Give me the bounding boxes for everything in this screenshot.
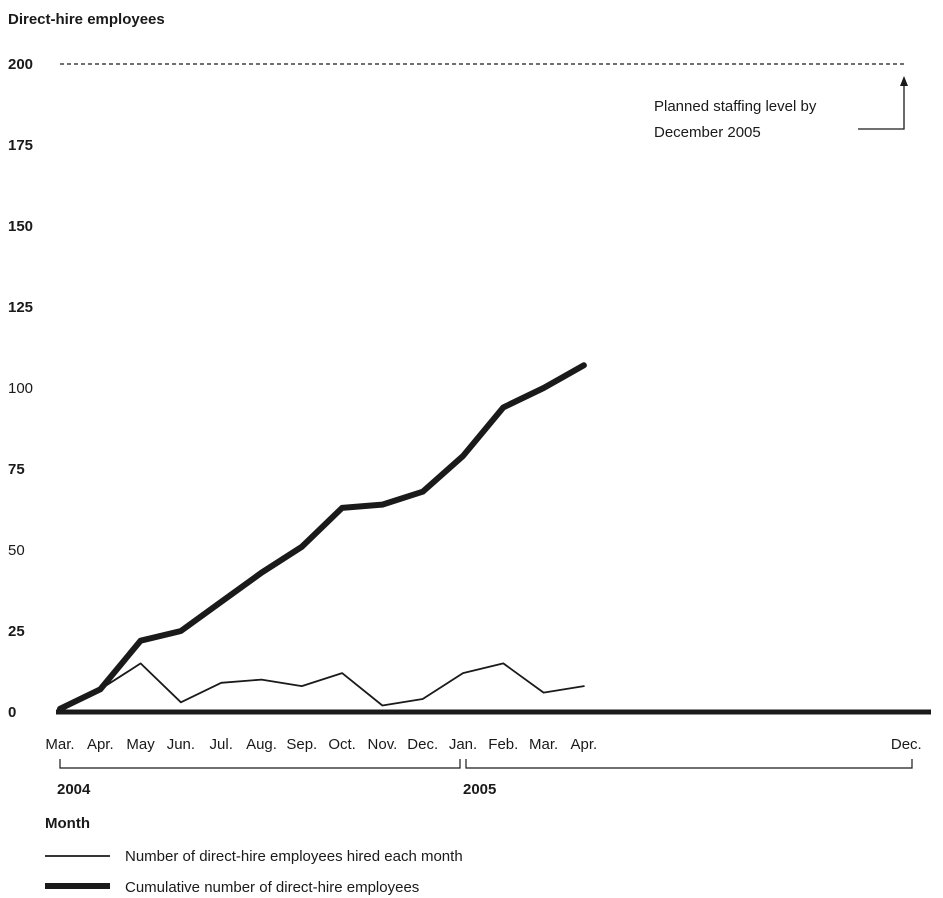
y-tick-label-150: 150 [8, 218, 33, 235]
y-axis-ticks: 0 25 50 75 100 125 150 175 200 [8, 56, 33, 721]
annotation-callout: Planned staffing level by December 2005 [654, 76, 908, 141]
annotation-text-line-1: Planned staffing level by [654, 98, 817, 115]
y-axis-label: Direct-hire employees [8, 11, 165, 28]
x-tick-label-10: Jan. [449, 736, 477, 753]
y-tick-label-175: 175 [8, 137, 33, 154]
x-tick-label-11: Feb. [488, 736, 518, 753]
x-tick-label-13: Apr. [571, 736, 598, 753]
series-layer [57, 362, 587, 712]
series-line-cumulative [57, 362, 587, 712]
y-tick-label-125: 125 [8, 299, 33, 316]
x-axis-ticks: Mar. Apr. May Jun. Jul. Aug. Sep. Oct. Nov. Dec. J… [45, 736, 921, 753]
x-tick-label-0: Mar. [45, 736, 74, 753]
year-label-2004: 2004 [57, 781, 91, 798]
y-tick-label-50: 50 [8, 542, 25, 559]
x-tick-label-7: Oct. [328, 736, 356, 753]
x-tick-label-4: Jul. [210, 736, 233, 753]
x-tick-label-6: Sep. [286, 736, 317, 753]
year-label-2005: 2005 [463, 781, 496, 798]
x-axis-label: Month [45, 815, 90, 832]
x-tick-label-8: Nov. [368, 736, 398, 753]
annotation-arrow-line [858, 84, 905, 130]
y-tick-label-25: 25 [8, 623, 25, 640]
legend-label-monthly: Number of direct-hire employees hired ea… [125, 848, 463, 865]
year-brackets: 2004 2005 [57, 759, 913, 798]
annotation-arrow-head [900, 76, 908, 86]
year-bracket-2005 [465, 759, 913, 769]
year-bracket-2004 [59, 759, 461, 769]
y-tick-label-75: 75 [8, 461, 25, 478]
x-tick-label-2: May [126, 736, 155, 753]
x-tick-label-12: Mar. [529, 736, 558, 753]
x-tick-label-9: Dec. [407, 736, 438, 753]
x-tick-label-3: Jun. [167, 736, 195, 753]
y-tick-label-100: 100 [8, 380, 33, 397]
y-tick-label-200: 200 [8, 56, 33, 73]
legend: Number of direct-hire employees hired ea… [45, 848, 463, 896]
annotation-text-line-2: December 2005 [654, 124, 761, 141]
y-tick-label-0: 0 [8, 704, 16, 721]
x-tick-label-14: Dec. [891, 736, 922, 753]
x-tick-label-5: Aug. [246, 736, 277, 753]
x-tick-label-1: Apr. [87, 736, 114, 753]
legend-label-cumulative: Cumulative number of direct-hire employe… [125, 879, 419, 896]
series-line-monthly-hires [59, 662, 585, 710]
